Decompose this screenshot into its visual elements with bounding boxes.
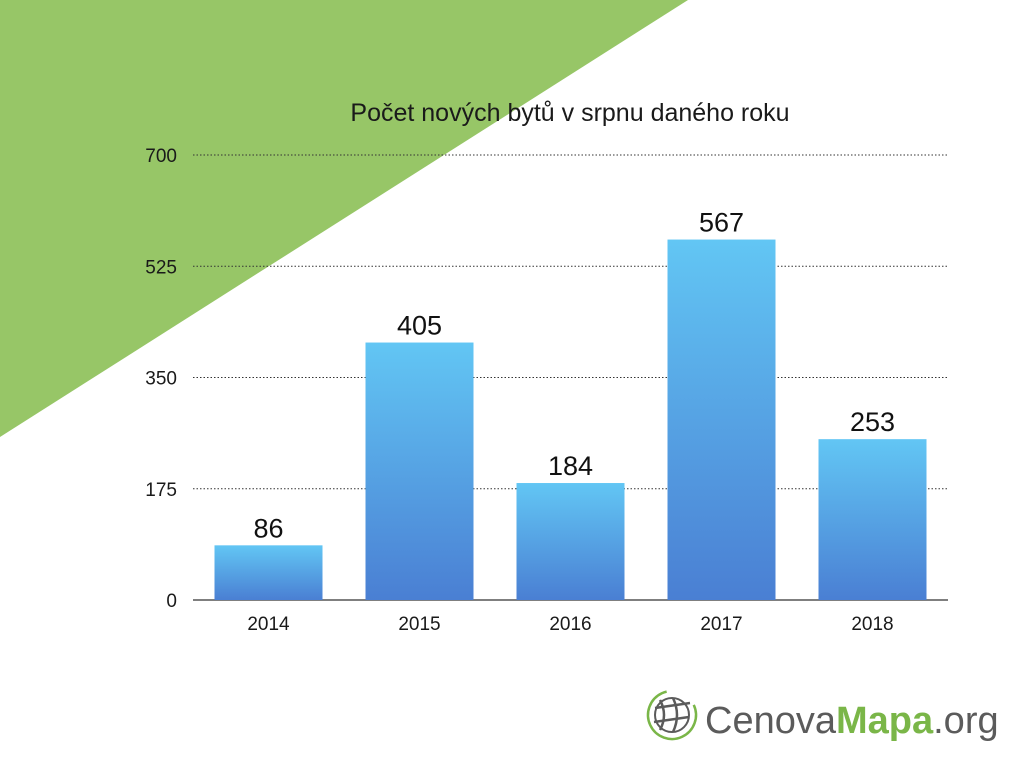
data-label-2016: 184 (548, 451, 593, 481)
bar-2016 (516, 483, 625, 600)
logo-text: CenovaMapa.org (705, 700, 999, 742)
logo-part-org: .org (933, 700, 998, 742)
bars-layer: 86 2014 405 2015 184 2016 567 2017 253 2018 (214, 208, 927, 635)
y-tick-label: 0 (166, 591, 177, 612)
logo-part-cenova: Cenova (705, 700, 837, 742)
bar-2018 (818, 439, 927, 600)
y-tick-label: 175 (145, 480, 177, 501)
chart-title: Počet nových bytů v srpnu daného roku (350, 99, 789, 127)
bar-2017 (667, 239, 776, 601)
data-label-2018: 253 (850, 407, 895, 437)
x-tick-label: 2014 (247, 614, 290, 635)
y-tick-label: 350 (145, 369, 177, 390)
y-tick-label: 525 (145, 257, 177, 278)
bar-2014 (214, 545, 323, 600)
data-label-2015: 405 (397, 311, 442, 341)
logo-part-mapa: Mapa (836, 700, 934, 742)
data-label-2014: 86 (253, 513, 283, 543)
y-tick-label: 700 (145, 146, 177, 167)
bar-2015 (365, 342, 474, 600)
x-tick-label: 2018 (851, 614, 893, 635)
x-tick-label: 2015 (398, 614, 440, 635)
globe-icon (646, 689, 698, 741)
accent-triangle (0, 0, 688, 437)
logo: CenovaMapa.org (646, 689, 999, 742)
data-label-2017: 567 (699, 208, 744, 238)
x-tick-label: 2016 (549, 614, 591, 635)
x-tick-label: 2017 (700, 614, 742, 635)
